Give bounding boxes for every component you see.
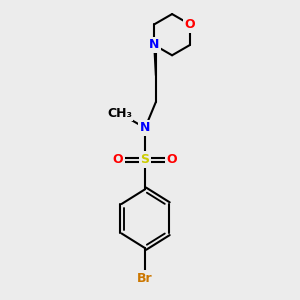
- Text: N: N: [140, 122, 150, 134]
- Text: Br: Br: [137, 272, 153, 285]
- Text: O: O: [184, 18, 195, 31]
- Text: CH₃: CH₃: [107, 107, 132, 120]
- Text: O: O: [167, 153, 177, 166]
- Text: N: N: [149, 38, 159, 52]
- Text: O: O: [113, 153, 123, 166]
- Text: S: S: [141, 153, 150, 166]
